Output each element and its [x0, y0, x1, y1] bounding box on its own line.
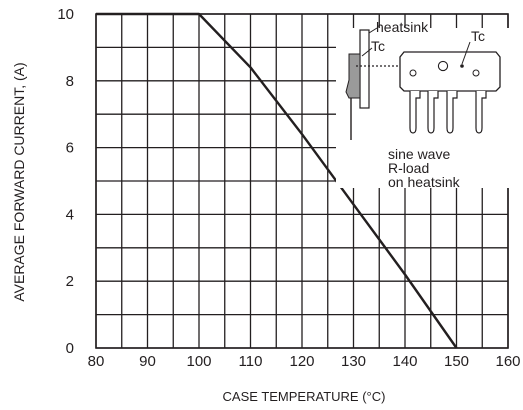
y-tick-label: 10 [57, 6, 74, 23]
y-tick-label: 0 [66, 340, 74, 357]
heatsink-plate [359, 29, 370, 109]
tick-labels: 80 90 100 110 120 130 140 150 160 0 2 4 6 8 10 [57, 6, 520, 370]
pin-mark-2 [472, 69, 480, 77]
y-tick-label: 6 [66, 140, 74, 157]
lead-3 [446, 91, 458, 134]
tc-left-label: Tc [371, 38, 385, 54]
y-tick-label: 2 [66, 273, 74, 290]
tc-left-leader [361, 47, 373, 57]
condition-line-1: sine wave [388, 146, 450, 162]
package-leads [409, 91, 487, 134]
condition-line-2: R-load [388, 160, 429, 176]
package-front-body [399, 51, 501, 92]
tc-point [460, 64, 464, 68]
heatsink-leader [368, 27, 378, 34]
tc-right-leader [461, 41, 471, 65]
x-tick-label: 110 [239, 353, 263, 370]
x-tick-label: 90 [139, 353, 156, 370]
x-axis-title: CASE TEMPERATURE (°C) [223, 389, 386, 404]
package-illustration: heatsink Tc Tc sine wave R-load on heats… [336, 19, 514, 190]
pin-mark-1 [409, 69, 417, 77]
x-tick-label: 150 [444, 353, 469, 370]
tc-right-label: Tc [471, 28, 485, 44]
x-tick-label: 160 [495, 353, 520, 370]
x-tick-label: 120 [289, 353, 314, 370]
lead-4 [475, 91, 487, 134]
package-side-body [345, 53, 361, 99]
x-tick-label: 140 [392, 353, 417, 370]
x-tick-label: 80 [88, 353, 105, 370]
y-tick-label: 8 [66, 73, 74, 90]
x-tick-label: 130 [341, 353, 366, 370]
heatsink-label: heatsink [376, 19, 429, 35]
y-tick-label: 4 [66, 206, 74, 223]
series [95, 12, 458, 349]
x-tick-label: 100 [186, 353, 211, 370]
lead-1 [409, 91, 421, 134]
lead-2 [427, 91, 439, 134]
mounting-hole [437, 60, 449, 72]
y-axis-title: AVERAGE FORWARD CURRENT, (A) [11, 62, 27, 301]
condition-line-3: on heatsink [388, 174, 461, 190]
